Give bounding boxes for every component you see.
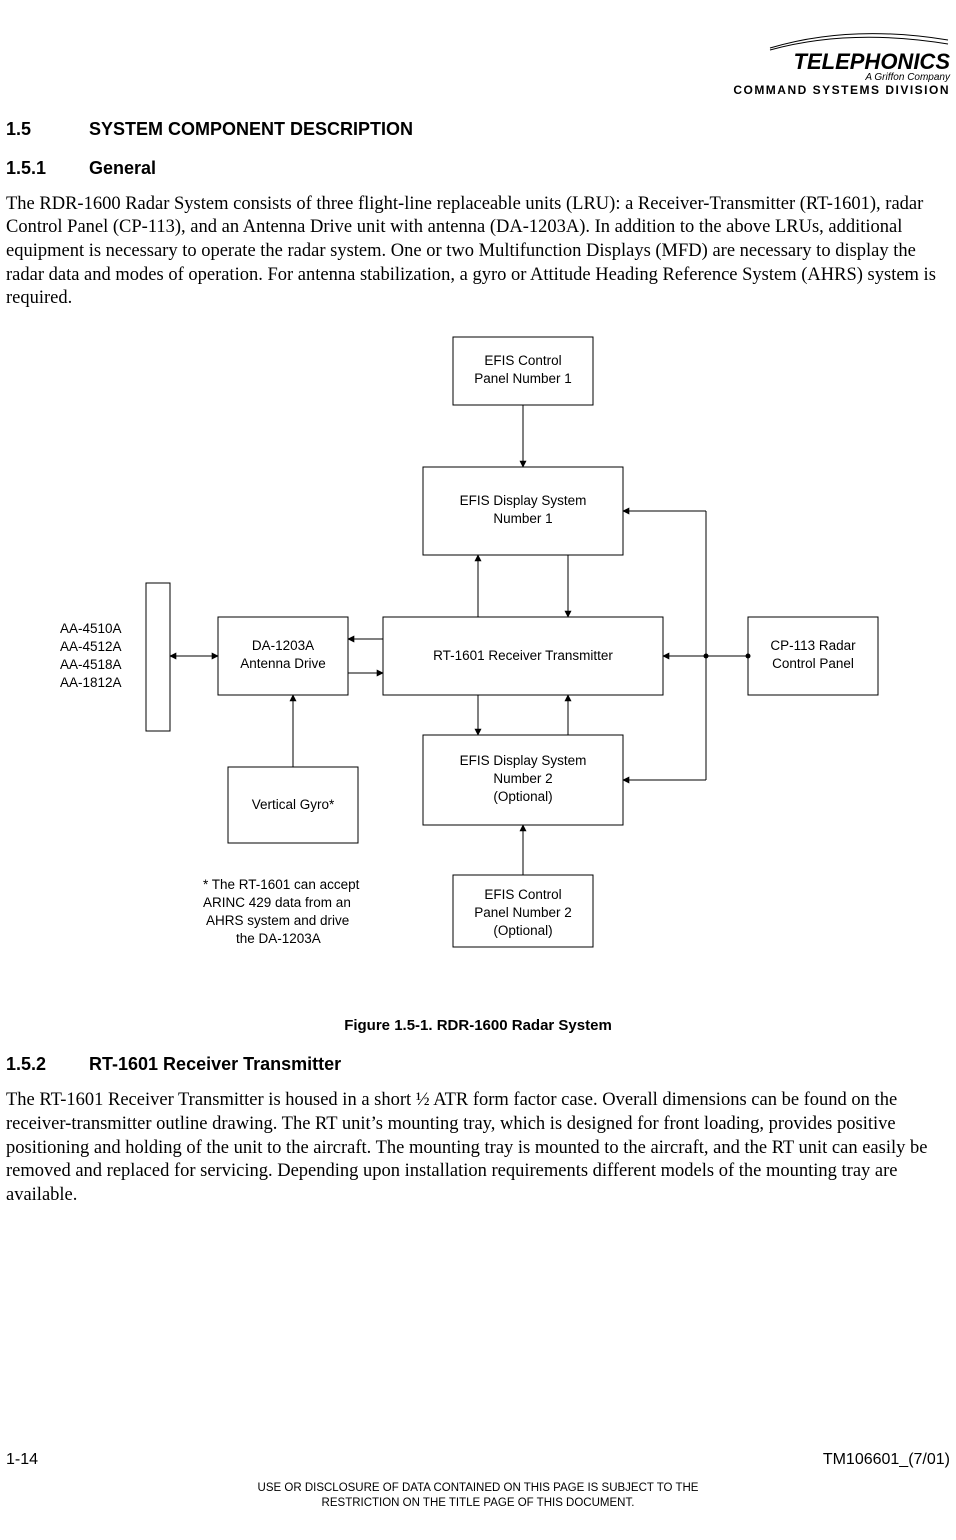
antenna-label: AA-4512A xyxy=(60,639,122,654)
node-label: Panel Number 1 xyxy=(474,371,572,386)
node-label: Vertical Gyro* xyxy=(252,797,335,812)
logo-division: COMMAND SYSTEMS DIVISION xyxy=(733,83,950,97)
heading-title: General xyxy=(89,158,156,178)
heading-1-5-1: 1.5.1 General xyxy=(6,158,950,179)
document-id: TM106601_(7/01) xyxy=(823,1451,950,1469)
system-diagram: EFIS Control Panel Number 1 EFIS Display… xyxy=(6,327,950,1007)
node-label: DA-1203A xyxy=(252,638,314,653)
node-label: Control Panel xyxy=(772,656,854,671)
company-logo: TELEPHONICS A Griffon Company COMMAND SY… xyxy=(733,30,950,97)
page-number: 1-14 xyxy=(6,1451,38,1469)
page-header: TELEPHONICS A Griffon Company COMMAND SY… xyxy=(0,30,956,99)
diagram-footnote: * The RT-1601 can accept xyxy=(203,877,360,892)
node-label: Number 2 xyxy=(493,771,552,786)
antenna-label: AA-4510A xyxy=(60,621,122,636)
diagram-footnote: ARINC 429 data from an xyxy=(203,895,351,910)
logo-name: TELEPHONICS xyxy=(733,52,950,72)
node-label: Number 1 xyxy=(493,511,552,526)
edge-dot xyxy=(746,654,751,659)
diagram-footnote: AHRS system and drive xyxy=(206,913,349,928)
node-label: (Optional) xyxy=(493,923,552,938)
node-label: EFIS Display System xyxy=(460,493,587,508)
antenna-label: AA-1812A xyxy=(60,675,122,690)
heading-1-5-2: 1.5.2 RT-1601 Receiver Transmitter xyxy=(6,1054,950,1075)
heading-title: RT-1601 Receiver Transmitter xyxy=(89,1054,341,1074)
edge-dot xyxy=(704,654,709,659)
antenna-label: AA-4518A xyxy=(60,657,122,672)
footer-notice-line: RESTRICTION ON THE TITLE PAGE OF THIS DO… xyxy=(322,1497,635,1509)
node-label: EFIS Display System xyxy=(460,753,587,768)
page-content: 1.5 SYSTEM COMPONENT DESCRIPTION 1.5.1 G… xyxy=(0,119,956,1208)
node-label: Antenna Drive xyxy=(240,656,326,671)
node-label: RT-1601 Receiver Transmitter xyxy=(433,648,613,663)
node-antenna-block xyxy=(146,583,170,731)
footer-notice-line: USE OR DISCLOSURE OF DATA CONTAINED ON T… xyxy=(258,1482,699,1494)
heading-num: 1.5.2 xyxy=(6,1054,84,1075)
node-label: (Optional) xyxy=(493,789,552,804)
paragraph-1-5-1: The RDR-1600 Radar System consists of th… xyxy=(6,193,950,311)
figure-caption: Figure 1.5-1. RDR-1600 Radar System xyxy=(6,1017,950,1034)
node-label: EFIS Control xyxy=(484,353,561,368)
heading-title: SYSTEM COMPONENT DESCRIPTION xyxy=(89,119,413,139)
node-label: CP-113 Radar xyxy=(770,638,856,653)
page-footer: 1-14 TM106601_(7/01) USE OR DISCLOSURE O… xyxy=(0,1451,956,1510)
diagram-footnote: the DA-1203A xyxy=(236,931,321,946)
footer-notice: USE OR DISCLOSURE OF DATA CONTAINED ON T… xyxy=(6,1481,950,1510)
node-label: EFIS Control xyxy=(484,887,561,902)
heading-num: 1.5 xyxy=(6,119,84,140)
heading-1-5: 1.5 SYSTEM COMPONENT DESCRIPTION xyxy=(6,119,950,140)
paragraph-1-5-2: The RT-1601 Receiver Transmitter is hous… xyxy=(6,1089,950,1207)
heading-num: 1.5.1 xyxy=(6,158,84,179)
node-label: Panel Number 2 xyxy=(474,905,572,920)
